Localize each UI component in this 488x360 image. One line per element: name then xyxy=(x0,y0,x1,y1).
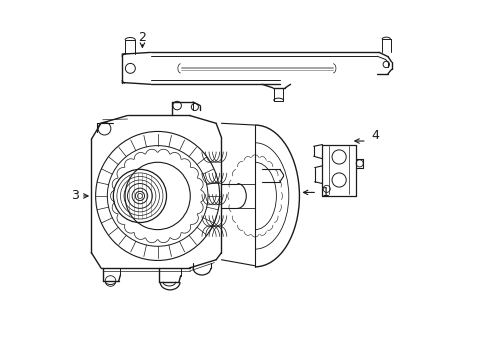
Text: 2: 2 xyxy=(138,31,146,44)
Text: 4: 4 xyxy=(370,129,378,142)
Text: 1: 1 xyxy=(322,186,329,199)
Text: 3: 3 xyxy=(71,189,79,202)
